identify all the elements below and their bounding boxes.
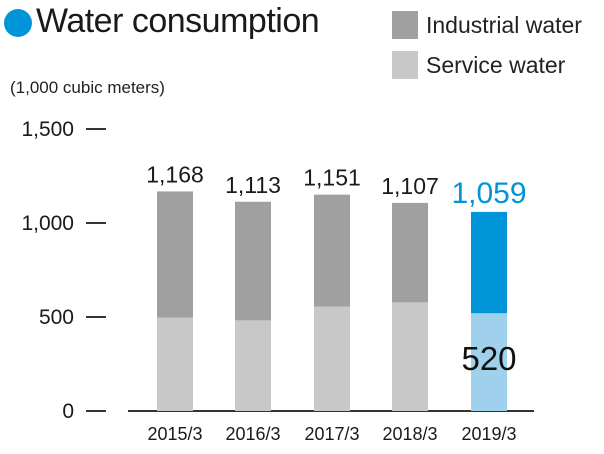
bar-industrial-water [235,201,271,321]
bar-service-water [314,306,350,411]
bar-service-water [235,320,271,411]
bar-total-label: 1,151 [303,165,361,191]
y-tick-label: 1,500 [21,118,74,141]
x-tick-label: 2017/3 [304,424,359,444]
legend-swatch-industrial [392,11,418,39]
chart-title: Water consumption [36,2,320,40]
y-tick-label: 500 [39,306,74,329]
legend-item-industrial: Industrial water [392,10,582,40]
bar-service-water [392,302,428,411]
service-water-value-label: 520 [461,340,516,377]
bar-industrial-water [314,194,350,307]
title-dot-icon [4,9,32,37]
bar-service-water [157,317,193,411]
bar-total-label: 1,107 [381,173,439,199]
x-tick-label: 2018/3 [382,424,437,444]
legend-swatch-service [392,51,418,79]
unit-label: (1,000 cubic meters) [10,78,165,97]
bar-total-label: 1,113 [225,172,281,198]
x-tick-label: 2019/3 [461,424,516,444]
y-tick-label: 0 [62,400,74,423]
bar-industrial-water [157,191,193,318]
bar-industrial-water [392,202,428,303]
bar-total-label: 1,059 [451,177,526,210]
legend-item-service: Service water [392,50,565,80]
bar-service-water [471,313,507,411]
y-tick-label: 1,000 [21,212,74,235]
bar-total-label: 1,168 [146,161,204,187]
legend-label-industrial: Industrial water [426,11,582,38]
bar-industrial-water [471,211,507,314]
x-tick-label: 2015/3 [147,424,202,444]
legend-label-service: Service water [426,51,566,78]
x-tick-label: 2016/3 [225,424,280,444]
